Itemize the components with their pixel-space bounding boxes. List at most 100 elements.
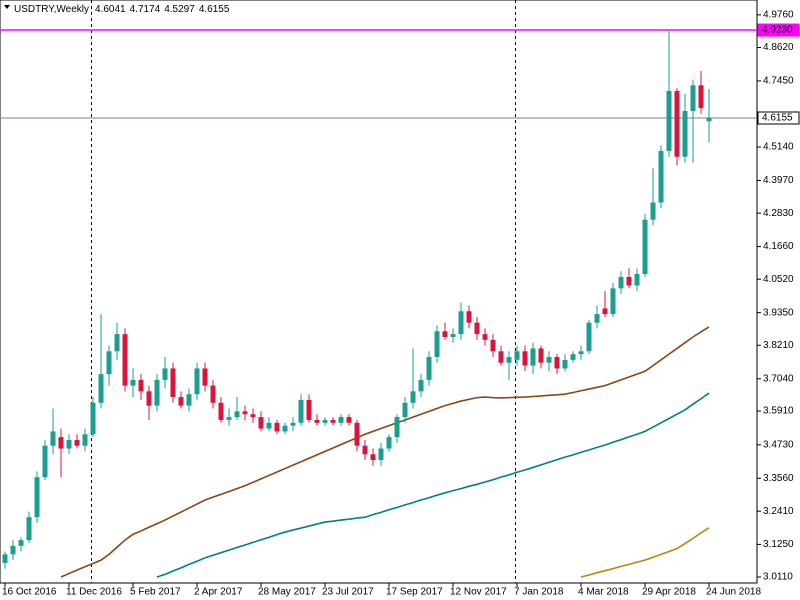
candle-body [66, 439, 72, 449]
y-tick-label: 3.9350 [763, 307, 794, 318]
candle-body [50, 431, 56, 446]
header: USDTRY,Weekly 4.6041 4.7174 4.5297 4.6155 [14, 4, 230, 15]
candle-body [506, 357, 512, 363]
candle-body [682, 110, 688, 157]
candle-body [82, 434, 88, 446]
candle-body [490, 339, 496, 352]
x-tick-label: 17 Sep 2017 [386, 587, 443, 598]
candle-body [314, 419, 320, 423]
candle-body [330, 419, 336, 423]
candle-body [458, 311, 464, 335]
candle-body [578, 351, 584, 355]
x-tick-label: 16 Oct 2016 [2, 587, 57, 598]
candle-body [498, 351, 504, 363]
candle-body [218, 402, 224, 420]
y-tick-label: 3.3560 [763, 473, 794, 484]
y-tick-label: 4.5140 [763, 142, 794, 153]
candle-body [90, 402, 96, 435]
candle-body [114, 334, 120, 352]
candle-body [378, 448, 384, 460]
moving-average [580, 527, 710, 578]
candle-body [562, 359, 568, 369]
candle-body [162, 368, 168, 380]
candle-body [170, 368, 176, 398]
candle-body [570, 354, 576, 360]
candle-body [602, 308, 608, 315]
y-tick-label: 3.1250 [763, 539, 794, 550]
x-tick-label: 11 Dec 2016 [66, 587, 122, 598]
candle-body [74, 439, 80, 446]
candle-body [522, 351, 528, 366]
candle-body [98, 374, 104, 403]
ohlc-close: 4.6155 [199, 4, 230, 15]
candle-body [410, 391, 416, 403]
candle-body [298, 399, 304, 423]
candle-body [354, 422, 360, 446]
candle-body [146, 391, 152, 406]
candle-body [18, 540, 24, 546]
y-tick-label: 4.0520 [763, 274, 794, 285]
candle-body [202, 368, 208, 386]
x-tick-label: 7 Jan 2018 [514, 587, 564, 598]
candle-body [546, 357, 552, 363]
menu-triangle[interactable] [4, 5, 10, 9]
axes: 3.0110 3.1250 3.2410 3.3560 3.4730 3.5910 3.70… [2, 10, 800, 598]
candle-body [250, 414, 256, 418]
candle-body [466, 311, 472, 323]
plot-area [0, 29, 757, 578]
candle-body [610, 288, 616, 315]
candle-body [634, 274, 640, 286]
ohlc-high: 4.7174 [130, 4, 161, 15]
candle-body [386, 437, 392, 449]
candle-body [58, 437, 64, 449]
y-tick-label: 3.0110 [763, 572, 793, 583]
candle-body [130, 379, 136, 386]
candle-body [346, 417, 352, 423]
candle-body [322, 419, 328, 423]
candle-body [10, 545, 16, 555]
y-tick-label: 4.1660 [763, 241, 794, 252]
candle-body [554, 357, 560, 369]
moving-average [60, 326, 710, 578]
candle-body [26, 517, 32, 541]
candle-body [266, 422, 272, 429]
candle-body [674, 90, 680, 157]
x-tick-label: 29 Apr 2018 [642, 587, 696, 598]
y-tick-label: 4.2830 [763, 208, 794, 219]
candle-body [514, 351, 520, 360]
y-tick-label: 4.7450 [763, 76, 794, 87]
candle-body [482, 334, 488, 340]
candle-body [42, 445, 48, 478]
x-tick-label: 28 May 2017 [258, 587, 316, 598]
x-tick-label: 23 Jul 2017 [322, 587, 374, 598]
y-tick-label: 3.4730 [763, 439, 794, 450]
y-tick-label: 3.8210 [763, 340, 794, 351]
y-tick-label: 3.5910 [763, 406, 794, 417]
candle-body [594, 314, 600, 323]
candle-body [402, 402, 408, 418]
ohlc-open: 4.6041 [95, 4, 126, 15]
candle-body [274, 422, 280, 432]
candle-body [138, 379, 144, 392]
candle-body [626, 276, 632, 286]
candle-body [210, 385, 216, 403]
candle-body [338, 417, 344, 423]
candle-body [450, 334, 456, 337]
x-tick-label: 2 Apr 2017 [194, 587, 243, 598]
price-tag [757, 111, 800, 125]
y-tick-label: 3.7040 [763, 373, 794, 384]
candle-body [394, 417, 400, 438]
candle-body [186, 394, 192, 406]
candle-body [690, 85, 696, 111]
candle-body [234, 411, 240, 418]
x-tick-label: 4 Mar 2018 [578, 587, 629, 598]
candle-body [442, 331, 448, 337]
candle-body [34, 477, 40, 518]
price-tag-label: 4.6155 [762, 113, 793, 124]
plot-frame [0, 0, 758, 584]
candle-body [258, 417, 264, 429]
candle-body [362, 445, 368, 455]
candle-body [642, 219, 648, 275]
candle-body [426, 357, 432, 380]
